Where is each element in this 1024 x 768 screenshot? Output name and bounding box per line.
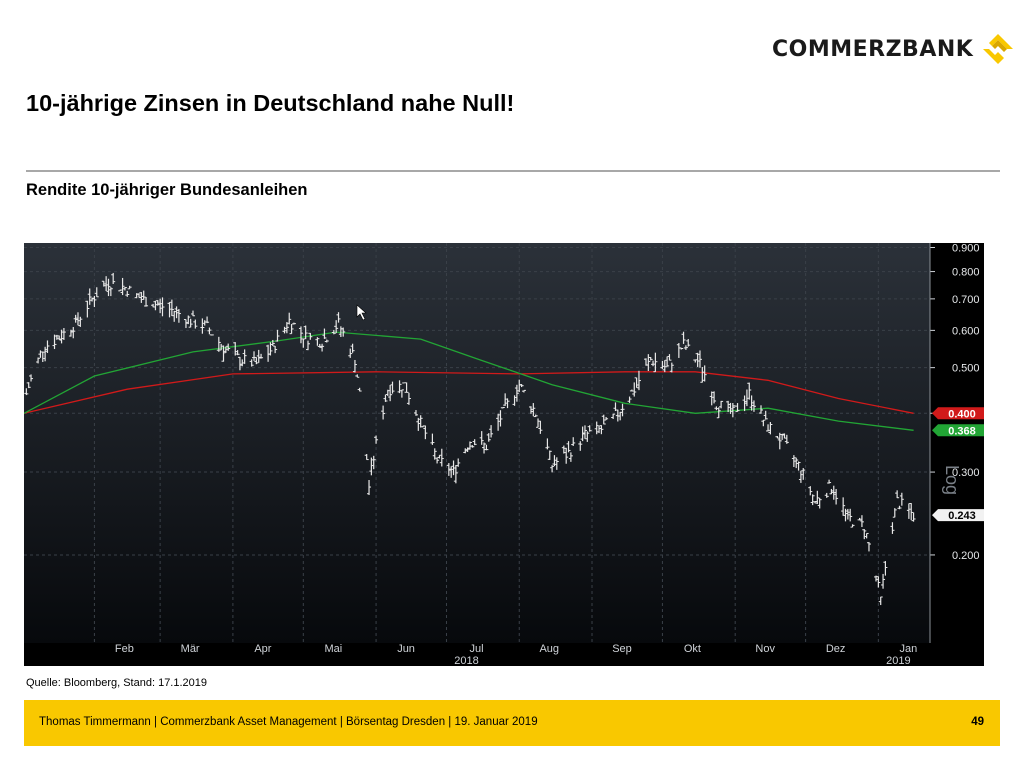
source-note: Quelle: Bloomberg, Stand: 17.1.2019 xyxy=(26,677,208,689)
x-tick-label: Feb xyxy=(115,643,134,655)
x-tick-label: Apr xyxy=(254,643,271,655)
commerzbank-logo: COMMERZBANK xyxy=(772,32,1015,66)
bloomberg-chart: Feb Mär Apr Mai Jun Jul Aug Sep Okt Nov Dez Jan 2018… xyxy=(23,242,986,667)
y-tick-label: 0.200 xyxy=(952,550,980,562)
commerzbank-ribbon-icon xyxy=(983,34,1014,64)
mouse-cursor-icon xyxy=(356,304,367,321)
chart-svg: Feb Mär Apr Mai Jun Jul Aug Sep Okt Nov Dez Jan 2018… xyxy=(23,242,986,667)
logo-wordmark: COMMERZBANK xyxy=(772,36,974,62)
x-tick-label: Nov xyxy=(755,643,775,655)
scale-label: Log xyxy=(942,465,962,495)
price-last-value-bg xyxy=(932,509,986,522)
plot-area xyxy=(24,243,930,643)
price-last-value: 0.243 xyxy=(948,510,976,522)
x-tick-label: Mär xyxy=(181,643,200,655)
red-line-last-value-bg xyxy=(932,407,986,420)
y-tick-label: 0.700 xyxy=(952,294,980,306)
page-title: 10-jährige Zinsen in Deutschland nahe Nu… xyxy=(26,90,515,116)
footer-bar: Thomas Timmermann | Commerzbank Asset Ma… xyxy=(24,700,1000,746)
page-number: 49 xyxy=(971,716,984,728)
x-axis-panel xyxy=(24,643,930,666)
x-tick-label: Mai xyxy=(324,643,342,655)
y-tick-label: 0.500 xyxy=(952,363,980,375)
green-line-last-value-bg xyxy=(932,424,986,437)
x-tick-label: Dez xyxy=(826,643,846,655)
x-tick-label: Aug xyxy=(539,643,559,655)
moving-average-line-0 xyxy=(23,371,914,414)
footer-text: Thomas Timmermann | Commerzbank Asset Ma… xyxy=(39,716,538,728)
title-divider xyxy=(26,170,1000,172)
y-tick-label: 0.600 xyxy=(952,325,980,337)
x-tick-label: Sep xyxy=(612,643,632,655)
y-tick-label: 0.300 xyxy=(952,467,980,479)
year-label: 2018 xyxy=(454,655,478,666)
chart-subtitle: Rendite 10-jähriger Bundesanleihen xyxy=(26,181,308,199)
y-axis-panel xyxy=(930,243,984,666)
x-tick-label: Jun xyxy=(397,643,415,655)
y-tick-label: 0.900 xyxy=(952,243,980,254)
x-tick-label: Jul xyxy=(469,643,483,655)
y-tick-label: 0.800 xyxy=(952,267,980,279)
red-line-last-value: 0.400 xyxy=(948,408,976,420)
x-tick-label: Jan xyxy=(899,643,917,655)
moving-average-line-1 xyxy=(23,331,914,431)
year-label: 2019 xyxy=(886,655,910,666)
green-line-last-value: 0.368 xyxy=(948,425,976,437)
x-tick-label: Okt xyxy=(684,643,701,655)
